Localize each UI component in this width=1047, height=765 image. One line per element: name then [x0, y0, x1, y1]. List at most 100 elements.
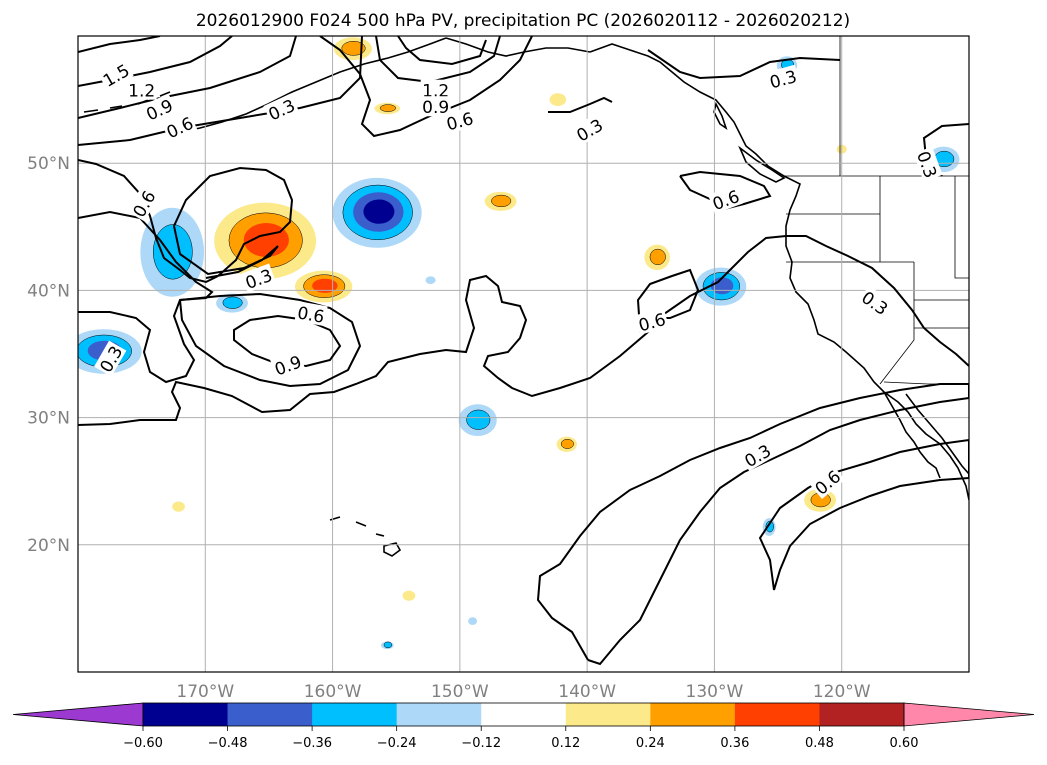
- north-america-coastline: [589, 43, 969, 501]
- x-tick-label: 170°W: [176, 682, 234, 702]
- pv-contour-0-3-northeast: [647, 49, 841, 80]
- pv-contour-label: 0.9: [420, 96, 451, 118]
- precip-level: [312, 278, 338, 293]
- pv-contour-0-3-subtropical: [536, 383, 969, 666]
- pv-contour-label-bg: [94, 340, 127, 377]
- pv-contour-label-text: 0.6: [296, 303, 326, 327]
- map-background: [78, 36, 969, 672]
- pv-contour-0-9-east: [397, 36, 487, 66]
- colorbar-tick-label: −0.60: [123, 736, 163, 751]
- precip-layer: [78, 37, 960, 650]
- colorbar-segment: [481, 703, 567, 726]
- precip-feature: [402, 590, 416, 601]
- precip-level: [363, 199, 395, 224]
- precip-level: [152, 224, 193, 280]
- pv-contour-label-bg: [126, 79, 157, 100]
- precip-level: [341, 41, 366, 56]
- pv-contour-label-bg: [270, 349, 306, 380]
- precip-feature: [140, 207, 205, 297]
- pv-contour-label-bg: [420, 96, 451, 117]
- pv-contour-label-bg: [765, 64, 800, 92]
- precip-level: [402, 590, 416, 601]
- x-tick-label: 160°W: [304, 682, 362, 702]
- precip-feature: [332, 177, 422, 248]
- pv-contour-label-bg: [913, 146, 943, 182]
- pv-contour-0-3-north: [319, 36, 533, 138]
- y-tick-label: 30°N: [27, 409, 70, 429]
- pv-contour-label-bg: [240, 263, 276, 293]
- vancouver-island: [738, 145, 786, 183]
- pv-contour-1-5: [78, 36, 161, 53]
- colorbar-segment: [734, 703, 820, 726]
- y-tick-label: 50°N: [27, 154, 70, 174]
- chart-title: 2026012900 F024 500 hPa PV, precipitatio…: [196, 11, 850, 31]
- pv-contour-label-bg: [294, 301, 328, 327]
- precip-feature: [172, 501, 185, 512]
- precip-feature: [295, 270, 353, 303]
- pv-contour-0-6-south: [758, 438, 969, 591]
- colorbar-segment: [143, 703, 229, 726]
- pv-contour-0-3-gulf: [548, 96, 613, 113]
- colorbar-extend-high: [903, 702, 1035, 727]
- hawaii-islands: [329, 516, 402, 557]
- pv-contour-label-bg: [739, 438, 776, 472]
- pv-contour-0-3-main: [78, 210, 214, 384]
- x-tick-label: 150°W: [431, 682, 489, 702]
- pv-contour-label-bg: [420, 79, 451, 100]
- pv-contour-label: 0.6: [294, 301, 328, 328]
- colorbar-extend-low: [12, 702, 144, 727]
- pv-contour-label-bg: [97, 58, 134, 91]
- colorbar-segment: [565, 703, 651, 726]
- colorbar-tick-label: 0.36: [720, 736, 749, 751]
- colorbar-segment: [396, 703, 482, 726]
- precip-level: [549, 93, 567, 106]
- x-tick-label: 140°W: [558, 682, 616, 702]
- colorbar-tick-label: 0.48: [805, 736, 834, 751]
- precip-level: [560, 438, 574, 449]
- pv-contour-label-bg: [809, 464, 845, 500]
- precip-level: [468, 617, 478, 625]
- colorbar-tick-label: −0.36: [292, 736, 332, 751]
- precip-feature: [762, 518, 776, 536]
- y-tick-labels: 50°N 40°N 30°N 20°N: [27, 154, 70, 556]
- precip-level: [491, 194, 512, 208]
- colorbar-tick-label: 0.60: [890, 736, 919, 751]
- precip-feature: [374, 102, 401, 115]
- precip-feature: [695, 267, 747, 306]
- precip-feature: [644, 244, 670, 271]
- pv-contour-0-9-west: [78, 36, 297, 119]
- precip-level: [649, 248, 666, 266]
- colorbar-tick-label: −0.24: [377, 736, 417, 751]
- pv-contour-label-bg: [571, 113, 608, 146]
- pv-contour-label-bg: [141, 93, 177, 125]
- pv-contour-label-bg: [634, 307, 669, 335]
- colorbar-outline: [142, 702, 905, 727]
- pv-contour-0-6-west-trough: [78, 159, 294, 284]
- precip-level: [379, 104, 396, 112]
- precip-feature: [216, 293, 248, 313]
- pv-contour-label-bg: [127, 185, 160, 222]
- pv-contour-label-bg: [161, 111, 198, 143]
- pv-contour-label-bg: [442, 106, 477, 134]
- alaska-south-coast: [445, 37, 591, 57]
- colorbar-tick-label: −0.48: [208, 736, 248, 751]
- precip-feature: [484, 191, 517, 211]
- pv-contour-0-6-central: [179, 292, 362, 388]
- gulf-california-coast: [905, 393, 969, 475]
- pv-contour-label: 1.2: [126, 79, 157, 102]
- precip-feature: [458, 404, 497, 437]
- coastline-layer: [83, 37, 969, 557]
- precip-level: [222, 296, 243, 309]
- colorbar-tick-label: 0.24: [636, 736, 665, 751]
- colorbar-segment: [650, 703, 736, 726]
- x-tick-labels: 170°W 160°W 150°W 140°W 130°W 120°W: [176, 682, 870, 702]
- pv-contour-label-text: 1.2: [128, 82, 155, 102]
- pv-contour-label-text: 0.9: [422, 98, 449, 118]
- state-borders-west: [786, 176, 969, 385]
- precip-level: [425, 276, 436, 285]
- colorbar-tick-label: −0.12: [461, 736, 501, 751]
- colorbar-segment: [312, 703, 398, 726]
- y-tick-label: 20°N: [27, 536, 70, 556]
- precip-level: [172, 501, 185, 512]
